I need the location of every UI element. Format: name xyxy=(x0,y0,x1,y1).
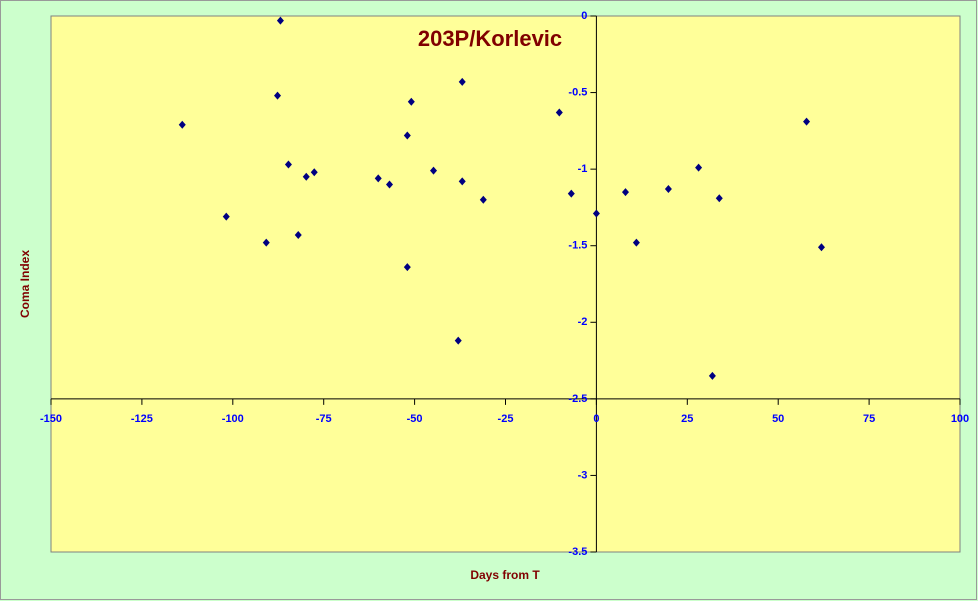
point xyxy=(479,195,487,204)
x-tick-label: -50 xyxy=(407,413,423,425)
chart-title: 203P/Korlevic xyxy=(418,26,562,51)
point xyxy=(222,212,230,221)
y-tick-label: 0 xyxy=(581,10,587,22)
x-tick-label: -75 xyxy=(316,413,332,425)
point xyxy=(178,120,186,129)
point xyxy=(621,188,629,197)
point xyxy=(403,131,411,140)
point xyxy=(592,209,600,218)
y-tick-label: -3.5 xyxy=(568,546,587,558)
point xyxy=(262,238,270,247)
x-tick-label: -150 xyxy=(40,413,62,425)
point xyxy=(403,263,411,272)
x-tick-label: -125 xyxy=(131,413,153,425)
point xyxy=(695,163,703,172)
point xyxy=(294,230,302,239)
point xyxy=(708,371,716,380)
y-tick-label: -1.5 xyxy=(568,240,587,252)
point xyxy=(567,189,575,198)
y-tick-label: -2 xyxy=(578,316,588,328)
x-tick-label: -100 xyxy=(222,413,244,425)
x-tick-label: -25 xyxy=(498,413,514,425)
point xyxy=(632,238,640,247)
point xyxy=(386,180,394,189)
point xyxy=(284,160,292,169)
point xyxy=(407,97,415,106)
y-tick-label: -2.5 xyxy=(568,393,587,405)
y-tick-label: -0.5 xyxy=(568,86,587,98)
plot-area xyxy=(50,15,961,553)
point xyxy=(664,185,672,194)
point xyxy=(458,77,466,86)
x-tick-label: 75 xyxy=(863,413,875,425)
point xyxy=(430,166,438,175)
point xyxy=(803,117,811,126)
point xyxy=(715,194,723,203)
x-axis-label: Days from T xyxy=(470,568,540,582)
point xyxy=(374,174,382,183)
y-tick-label: -3 xyxy=(578,469,588,481)
point xyxy=(302,172,310,181)
point xyxy=(274,91,282,100)
point xyxy=(458,177,466,186)
x-tick-label: 50 xyxy=(772,413,784,425)
x-tick-label: 0 xyxy=(593,413,599,425)
point xyxy=(817,243,825,252)
point xyxy=(276,16,284,25)
y-axis-label: Coma Index xyxy=(18,250,32,318)
point xyxy=(454,336,462,345)
x-tick-label: 25 xyxy=(681,413,693,425)
y-tick-label: -1 xyxy=(578,163,588,175)
point xyxy=(310,168,318,177)
x-tick-label: 100 xyxy=(951,413,969,425)
point xyxy=(555,108,563,117)
